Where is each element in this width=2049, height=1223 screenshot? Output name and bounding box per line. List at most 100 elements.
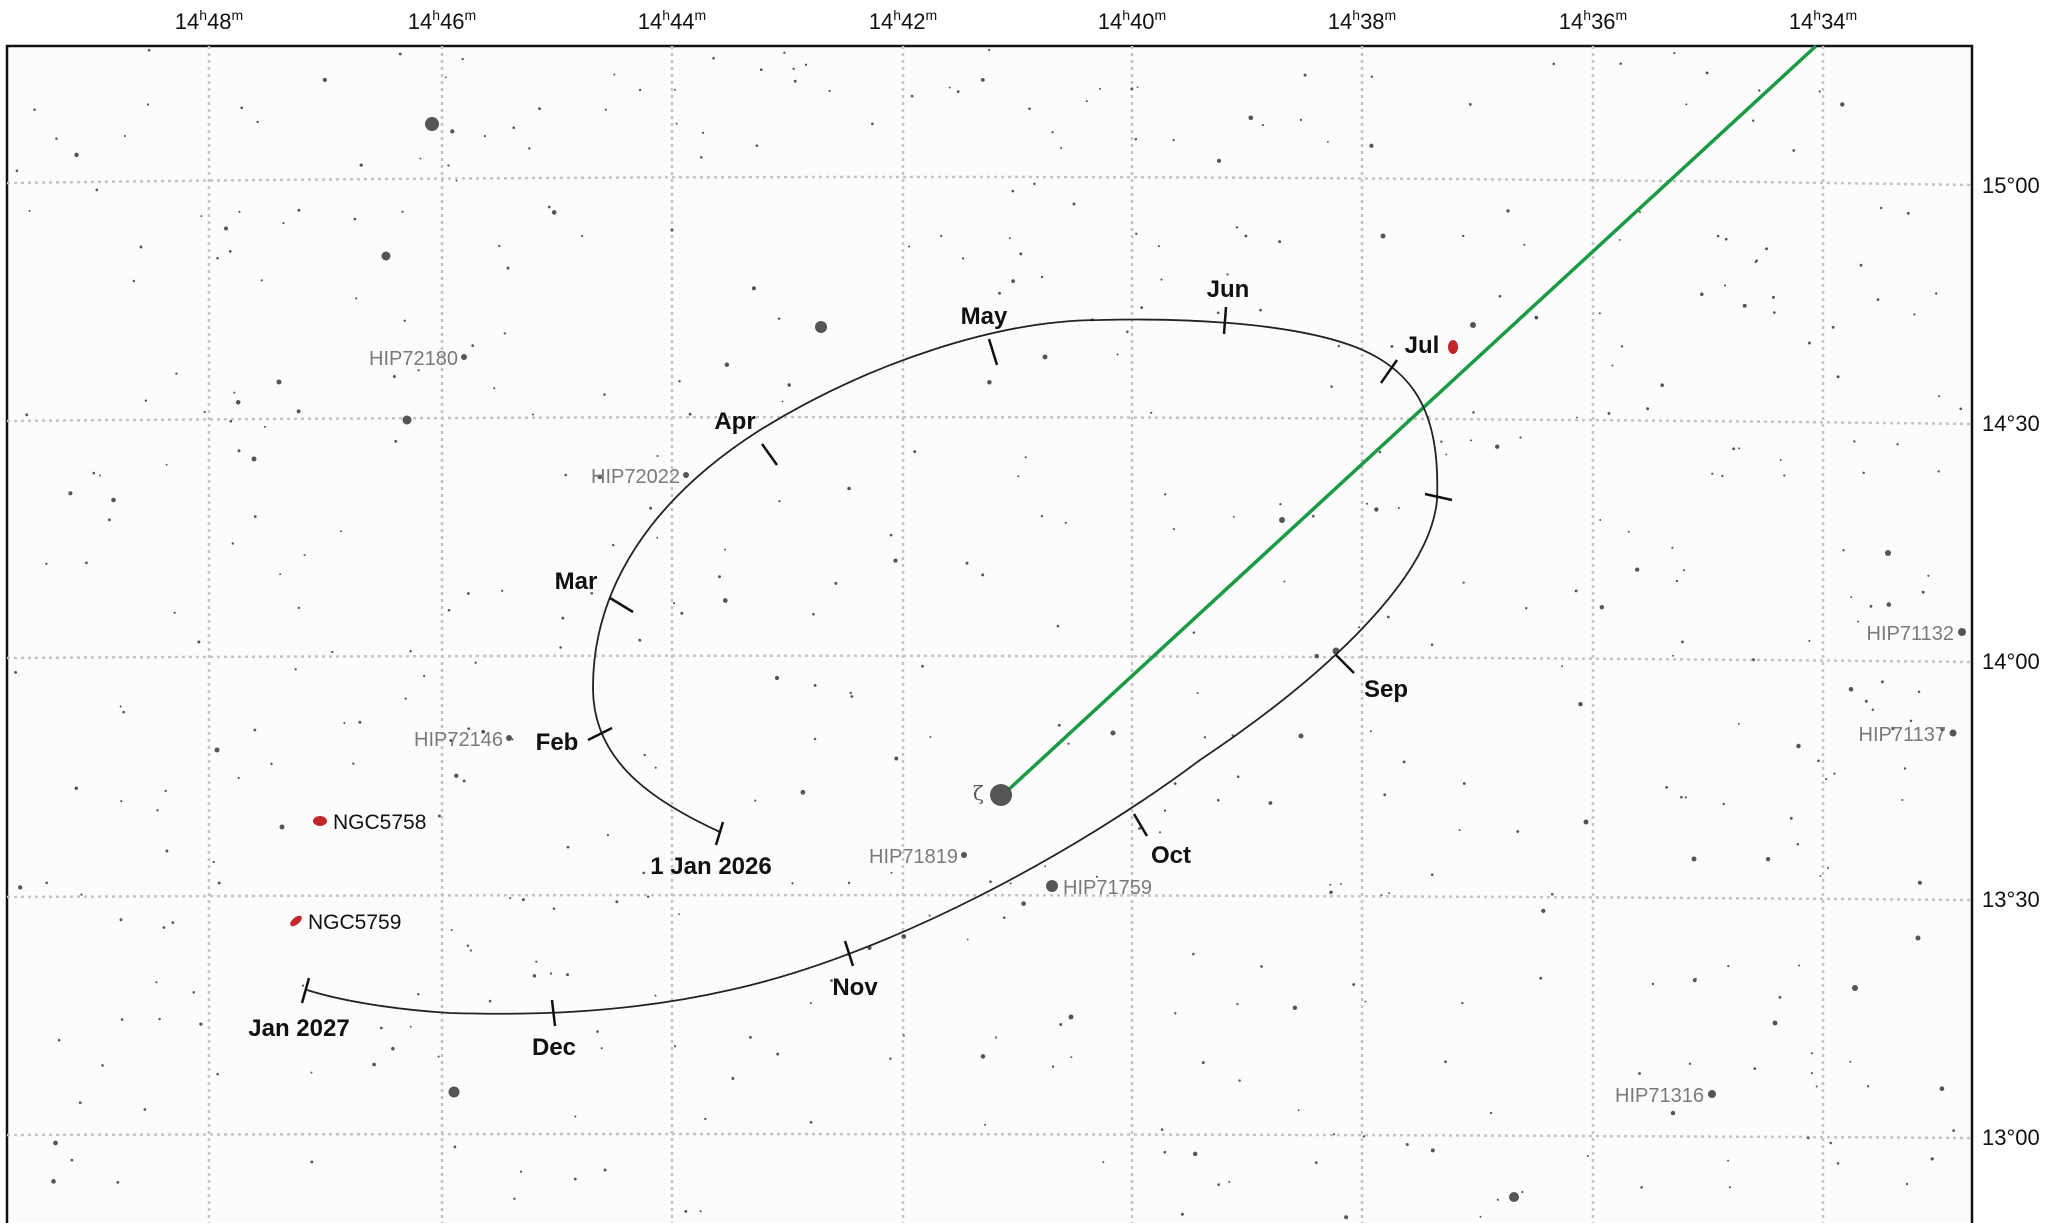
faint-star <box>551 210 557 215</box>
faint-star <box>1755 259 1759 263</box>
faint-star <box>1869 604 1873 608</box>
faint-star <box>830 979 833 982</box>
faint-star <box>1575 416 1578 419</box>
faint-star <box>1721 474 1724 478</box>
faint-star <box>493 387 496 390</box>
faint-star <box>467 592 470 595</box>
faint-star <box>391 1046 395 1051</box>
star <box>506 735 512 741</box>
faint-star <box>372 1062 376 1067</box>
faint-star <box>1172 138 1175 142</box>
faint-star <box>1819 875 1822 878</box>
faint-star <box>1150 411 1153 414</box>
faint-star <box>1909 719 1913 723</box>
zeta-label: ζ <box>973 781 984 805</box>
star <box>1279 517 1285 523</box>
faint-star <box>670 228 674 232</box>
zeta-star <box>990 784 1012 806</box>
faint-star <box>303 553 306 557</box>
faint-star <box>197 640 201 644</box>
faint-star <box>1578 701 1583 707</box>
faint-star <box>552 907 556 910</box>
faint-star <box>1180 1212 1184 1216</box>
faint-star <box>199 1022 203 1026</box>
faint-star <box>1135 232 1138 235</box>
star <box>1509 1192 1519 1202</box>
faint-star <box>1021 901 1026 906</box>
path-ticks <box>300 306 1453 1027</box>
faint-star <box>718 575 721 579</box>
faint-star <box>80 893 83 896</box>
faint-star <box>1303 73 1307 77</box>
faint-star <box>1705 71 1709 75</box>
faint-star <box>158 1017 161 1021</box>
faint-star <box>310 1160 314 1164</box>
faint-star <box>498 244 501 248</box>
bright-stars <box>214 117 1921 1202</box>
faint-star <box>1158 831 1162 834</box>
faint-star <box>1864 699 1868 703</box>
faint-star <box>603 1168 607 1172</box>
month-label-may: May <box>961 303 1008 330</box>
ra-label: 14h34m <box>1789 7 1857 34</box>
faint-star <box>120 800 123 803</box>
faint-star <box>792 67 795 71</box>
faint-star <box>1192 631 1196 634</box>
faint-star <box>1930 1157 1934 1161</box>
tick-apr <box>760 443 779 466</box>
tick-jul <box>1379 359 1399 384</box>
annual-path <box>306 318 1439 1015</box>
faint-star <box>1051 1065 1055 1068</box>
faint-star <box>1326 140 1329 143</box>
tick-sep <box>1335 654 1355 674</box>
faint-star <box>902 1034 905 1037</box>
faint-star <box>1364 1000 1367 1003</box>
faint-star <box>1765 856 1771 862</box>
star-label-hip72022: HIP72022 <box>591 466 680 488</box>
faint-star <box>1461 1001 1464 1005</box>
faint-star <box>1019 252 1023 256</box>
star <box>815 321 827 333</box>
faint-star <box>910 94 914 98</box>
star <box>1583 819 1589 825</box>
star <box>1068 1014 1074 1020</box>
faint-star <box>1940 727 1945 732</box>
faint-star <box>699 155 703 159</box>
faint-star <box>1028 107 1031 110</box>
month-label-dec: Dec <box>532 1034 576 1061</box>
faint-star <box>444 76 447 79</box>
faint-star <box>107 518 111 522</box>
faint-star <box>603 393 606 396</box>
faint-star <box>1937 395 1941 398</box>
faint-star <box>1627 530 1630 533</box>
faint-star <box>781 400 784 403</box>
faint-star <box>1370 75 1373 78</box>
faint-star <box>981 573 985 577</box>
star <box>683 472 689 478</box>
faint-star <box>1192 952 1195 956</box>
faint-star <box>611 543 615 547</box>
star <box>1708 1090 1716 1098</box>
faint-star <box>1525 607 1528 610</box>
faint-star <box>1024 456 1027 459</box>
faint-star <box>119 918 123 922</box>
faint-star <box>394 439 398 443</box>
faint-star <box>1362 1135 1366 1138</box>
galaxy-jul <box>1448 340 1458 354</box>
faint-star <box>1402 760 1406 764</box>
faint-star <box>379 1026 383 1030</box>
faint-star <box>1618 238 1621 241</box>
dec-label: 13°30 <box>1982 887 2040 912</box>
faint-star <box>793 79 797 83</box>
faint-star <box>1236 775 1240 778</box>
faint-star <box>956 90 960 93</box>
faint-star <box>1203 736 1207 739</box>
star <box>1852 985 1858 991</box>
faint-star <box>684 1209 688 1213</box>
star-label-hip71137: HIP71137 <box>1859 724 1946 746</box>
faint-star <box>1098 87 1102 90</box>
faint-star <box>1157 245 1160 248</box>
dec-label: 14°30 <box>1982 411 2040 436</box>
faint-star <box>171 921 175 924</box>
star-label-hip72180: HIP72180 <box>369 348 458 370</box>
